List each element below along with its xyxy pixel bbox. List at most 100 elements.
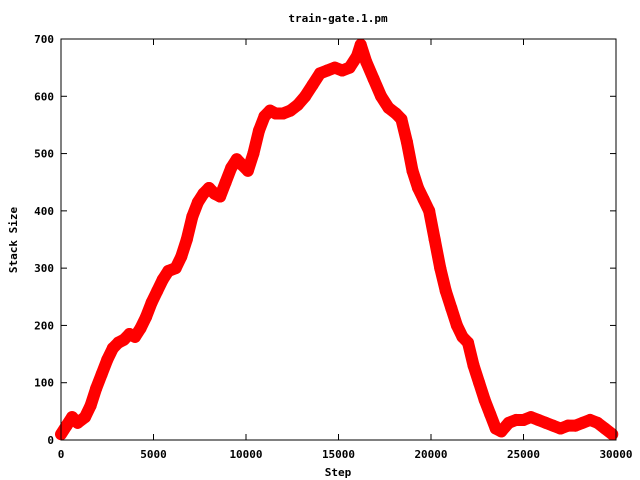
data-point (68, 413, 77, 422)
data-point (216, 192, 225, 201)
y-tick-label: 400 (34, 205, 54, 218)
data-point (254, 126, 263, 135)
data-point (92, 384, 101, 393)
chart-title: train-gate.1.pm (288, 12, 388, 25)
data-point (193, 198, 202, 207)
data-point (279, 109, 287, 118)
data-point (549, 421, 558, 430)
data-point (469, 361, 478, 370)
x-tick-label: 20000 (414, 448, 447, 461)
data-point (362, 57, 371, 66)
y-tick-label: 600 (34, 90, 54, 103)
data-point (563, 421, 572, 430)
data-point (480, 395, 489, 404)
data-point (526, 413, 535, 422)
data-point (441, 287, 450, 296)
data-point (158, 275, 167, 284)
data-point (408, 166, 417, 175)
data-point (142, 312, 151, 321)
data-point (353, 52, 361, 61)
data-point (125, 330, 134, 339)
data-point (519, 415, 528, 424)
x-tick-label: 25000 (507, 448, 540, 461)
data-point (131, 332, 139, 341)
data-point (541, 418, 550, 427)
data-point (97, 370, 106, 379)
data-point (199, 189, 208, 198)
data-point (108, 344, 117, 353)
data-point (486, 410, 495, 419)
data-point (103, 355, 112, 364)
data-point (593, 418, 602, 427)
data-point (86, 401, 95, 410)
y-tick-label: 300 (34, 262, 54, 275)
data-point (345, 63, 354, 72)
data-point (301, 92, 310, 101)
data-point (464, 338, 472, 347)
data-point (497, 427, 506, 436)
x-axis-label: Step (325, 466, 352, 479)
data-point (271, 109, 280, 118)
data-point (534, 415, 543, 424)
data-point (608, 430, 617, 439)
data-point (136, 324, 145, 333)
data-point (164, 267, 173, 276)
data-point (260, 112, 269, 121)
data-point (266, 106, 275, 115)
data-point (369, 75, 378, 84)
data-point (556, 424, 565, 433)
data-point (249, 149, 258, 158)
data-point (293, 100, 302, 109)
data-point (578, 418, 587, 427)
y-tick-label: 100 (34, 377, 54, 390)
y-tick-label: 500 (34, 148, 54, 161)
data-point (232, 155, 241, 164)
data-point (286, 106, 295, 115)
data-point (238, 161, 247, 170)
data-point (504, 418, 513, 427)
data-point (447, 304, 456, 313)
data-point (147, 298, 156, 307)
x-tick-label: 0 (58, 448, 65, 461)
data-point (243, 166, 252, 175)
data-point (330, 63, 339, 72)
data-point (308, 80, 317, 89)
axis-ticks: 0 5000 10000 15000 20000 25000 30000 0 100 200 300… (34, 33, 632, 461)
data-point (491, 424, 500, 433)
x-tick-label: 15000 (322, 448, 355, 461)
data-point (391, 109, 400, 118)
data-point (425, 206, 434, 215)
data-band-segment (598, 422, 619, 441)
data-point (458, 332, 467, 341)
data-point (397, 115, 406, 124)
data-point (414, 183, 423, 192)
y-axis-label: Stack Size (7, 207, 20, 274)
data-point (452, 321, 461, 330)
data-point (177, 252, 186, 261)
data-point (153, 287, 162, 296)
data-point (356, 40, 365, 49)
data-point (210, 189, 219, 198)
data-point (171, 264, 180, 273)
x-tick-label: 5000 (140, 448, 167, 461)
data-point (571, 421, 580, 430)
data-point (182, 235, 191, 244)
data-point (62, 421, 71, 430)
y-tick-label: 0 (47, 434, 54, 447)
data-point (436, 264, 445, 273)
data-point (205, 183, 213, 192)
data-point (73, 418, 82, 427)
data-point (119, 335, 128, 344)
data-point (81, 413, 90, 422)
data-point (316, 69, 324, 78)
data-point (430, 235, 439, 244)
data-point (402, 138, 411, 147)
x-tick-label: 30000 (599, 448, 632, 461)
y-tick-label: 700 (34, 33, 54, 46)
data-point (227, 163, 236, 172)
data-point (377, 92, 386, 101)
x-tick-label: 10000 (229, 448, 262, 461)
data-point (221, 178, 230, 187)
data-point (114, 338, 123, 347)
